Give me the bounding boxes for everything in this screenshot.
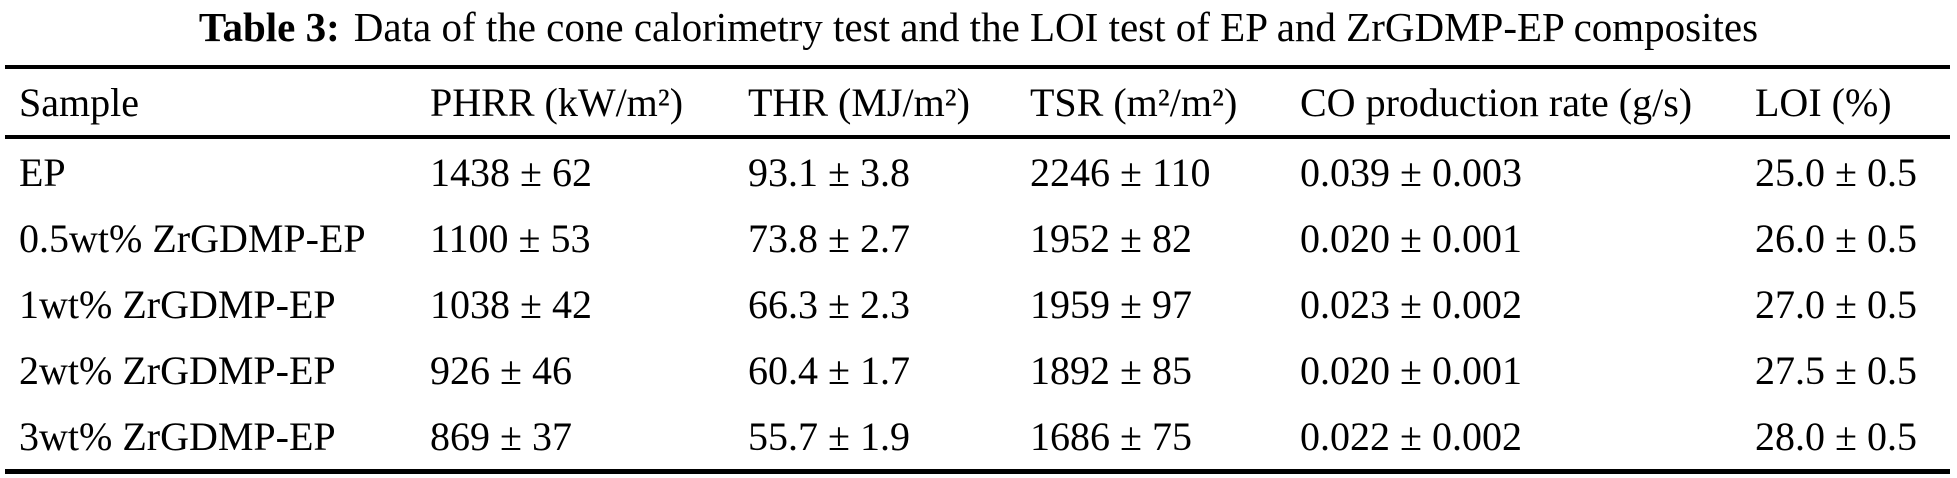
column-header-co-rate: CO production rate (g/s) (1300, 67, 1755, 140)
table-row: 1wt% ZrGDMP-EP 1038 ± 42 66.3 ± 2.3 1959… (5, 271, 1950, 337)
table-caption-text: Data of the cone calorimetry test and th… (353, 4, 1759, 50)
cell-tsr: 1892 ± 85 (1030, 347, 1192, 393)
cell-sample: 1wt% ZrGDMP-EP (19, 281, 336, 327)
cell-co-rate: 0.020 ± 0.001 (1300, 215, 1522, 261)
cell-thr: 66.3 ± 2.3 (748, 281, 910, 327)
cell-sample: 0.5wt% ZrGDMP-EP (19, 215, 366, 261)
table-header: Sample PHRR (kW/m²) THR (MJ/m²) TSR (m²/… (5, 67, 1950, 140)
table-row: EP 1438 ± 62 93.1 ± 3.8 2246 ± 110 0.039… (5, 137, 1950, 205)
cell-loi: 28.0 ± 0.5 (1755, 413, 1917, 459)
cell-co-rate: 0.020 ± 0.001 (1300, 347, 1522, 393)
header-row: Sample PHRR (kW/m²) THR (MJ/m²) TSR (m²/… (5, 67, 1950, 140)
cell-loi: 27.5 ± 0.5 (1755, 347, 1917, 393)
table-row: 0.5wt% ZrGDMP-EP 1100 ± 53 73.8 ± 2.7 19… (5, 205, 1950, 271)
column-header-sample: Sample (5, 67, 430, 140)
cell-co-rate: 0.039 ± 0.003 (1300, 149, 1522, 195)
cell-tsr: 1959 ± 97 (1030, 281, 1192, 327)
cell-phrr: 869 ± 37 (430, 413, 572, 459)
cell-tsr: 2246 ± 110 (1030, 149, 1211, 195)
cell-phrr: 1038 ± 42 (430, 281, 592, 327)
table-caption: Table 3: Data of the cone calorimetry tes… (0, 0, 1957, 52)
cell-loi: 27.0 ± 0.5 (1755, 281, 1917, 327)
cell-thr: 55.7 ± 1.9 (748, 413, 910, 459)
table-row: 2wt% ZrGDMP-EP 926 ± 46 60.4 ± 1.7 1892 … (5, 337, 1950, 403)
cell-co-rate: 0.022 ± 0.002 (1300, 413, 1522, 459)
cell-tsr: 1952 ± 82 (1030, 215, 1192, 261)
column-header-loi: LOI (%) (1755, 67, 1950, 140)
cell-thr: 73.8 ± 2.7 (748, 215, 910, 261)
cell-loi: 25.0 ± 0.5 (1755, 149, 1917, 195)
cell-phrr: 926 ± 46 (430, 347, 572, 393)
cell-phrr: 1100 ± 53 (430, 215, 591, 261)
cell-sample: EP (19, 149, 66, 195)
cell-tsr: 1686 ± 75 (1030, 413, 1192, 459)
cell-sample: 2wt% ZrGDMP-EP (19, 347, 336, 393)
column-header-thr: THR (MJ/m²) (748, 67, 1030, 140)
table-caption-label: Table 3: (198, 4, 340, 50)
cell-loi: 26.0 ± 0.5 (1755, 215, 1917, 261)
column-header-phrr: PHRR (kW/m²) (430, 67, 748, 140)
cell-co-rate: 0.023 ± 0.002 (1300, 281, 1522, 327)
cell-thr: 93.1 ± 3.8 (748, 149, 910, 195)
cell-sample: 3wt% ZrGDMP-EP (19, 413, 336, 459)
table-row: 3wt% ZrGDMP-EP 869 ± 37 55.7 ± 1.9 1686 … (5, 403, 1950, 472)
column-header-tsr: TSR (m²/m²) (1030, 67, 1300, 140)
table-body: EP 1438 ± 62 93.1 ± 3.8 2246 ± 110 0.039… (5, 137, 1950, 472)
data-table: Sample PHRR (kW/m²) THR (MJ/m²) TSR (m²/… (5, 65, 1950, 475)
cell-thr: 60.4 ± 1.7 (748, 347, 910, 393)
cell-phrr: 1438 ± 62 (430, 149, 592, 195)
